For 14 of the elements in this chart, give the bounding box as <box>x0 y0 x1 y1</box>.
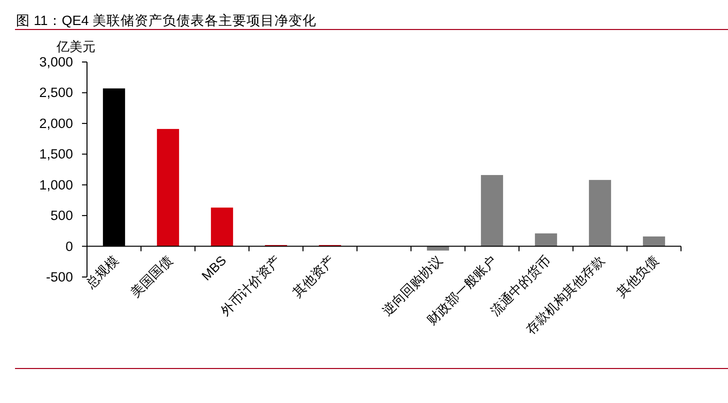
y-tick-label: 2,500 <box>39 85 73 100</box>
x-tick-label: 其他负债 <box>614 252 662 300</box>
ylabel: 亿美元 <box>56 39 96 54</box>
x-tick-label: 美国国债 <box>128 252 176 300</box>
y-tick-label: 0 <box>65 238 73 254</box>
title: 图 11：QE4 美联储资产负债表各主要项目净变化 <box>16 13 317 28</box>
y-tick-label: -500 <box>46 270 73 284</box>
y-tick-label: 1,500 <box>39 146 73 162</box>
y-tick-label: 2,000 <box>39 116 73 131</box>
y-tick-label: 3,000 <box>39 54 73 70</box>
x-tick-label: 其他资产 <box>290 252 338 300</box>
x-tick-label: 总规模 <box>82 252 122 292</box>
y-tick-label: 500 <box>50 208 73 224</box>
y-tick-label: 1,000 <box>39 177 73 192</box>
